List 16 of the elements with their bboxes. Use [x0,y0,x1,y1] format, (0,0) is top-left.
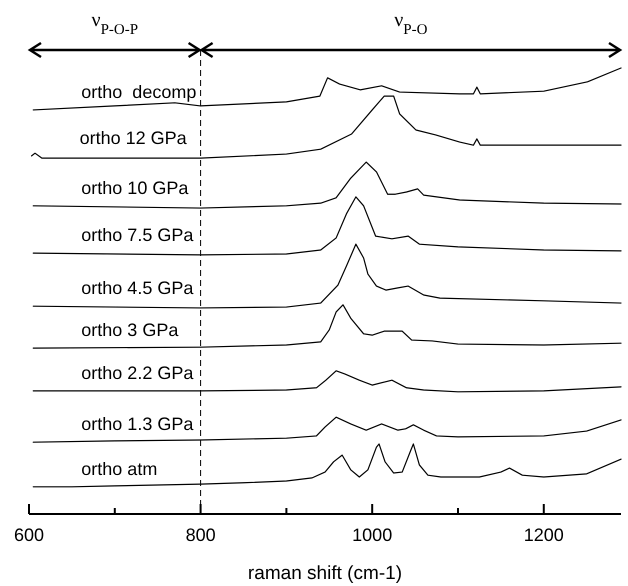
x-tick-label: 600 [14,525,44,545]
series-label: ortho 12 GPa [80,128,188,148]
series-label: ortho 3 GPa [81,320,180,340]
x-tick-label: 1200 [524,525,564,545]
series-label: ortho 2.2 GPa [81,362,194,383]
x-axis-title: raman shift (cm-1) [248,563,402,584]
text: ν$_{P-O-P}$ [92,9,138,38]
series-label: ortho decomp [81,82,196,102]
x-tick-label: 1000 [352,525,392,545]
series-label: ortho atm [81,458,158,479]
x-tick-label: 800 [186,525,216,545]
series-label: ortho 7.5 GPa [81,225,194,246]
series-label: ortho 10 GPa [81,178,190,198]
series-label: ortho 1.3 GPa [81,414,194,434]
series-label: ortho 4.5 GPa [81,278,194,298]
text: ν$_{P-O}$ [394,9,428,38]
